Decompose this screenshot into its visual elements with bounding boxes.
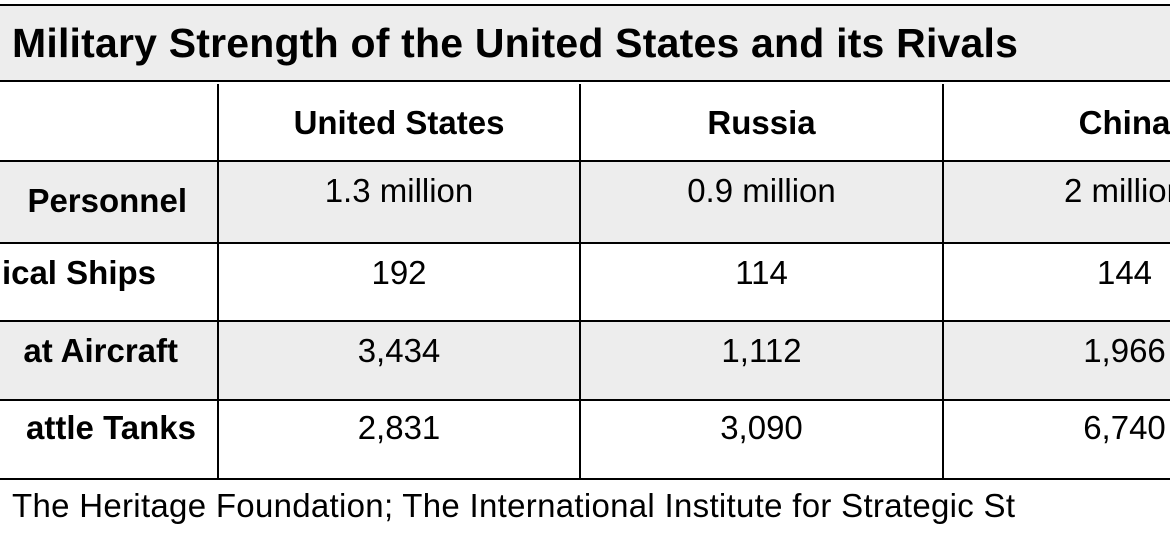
cell-tanks-china: 6,740 <box>1083 409 1166 446</box>
table-title: Military Strength of the United States a… <box>12 20 1019 66</box>
table-bottom-border <box>0 478 1170 480</box>
row-label-ships: ical Ships <box>1 254 156 291</box>
cell-aircraft-china: 1,966 <box>1083 332 1166 369</box>
cell-tanks-russia: 3,090 <box>720 409 803 446</box>
cell-personnel-united-states: 1.3 million <box>324 172 474 209</box>
row-divider <box>0 399 1170 401</box>
column-header-united-states: United States <box>293 104 505 141</box>
row-shade-personnel <box>0 162 1170 242</box>
cell-aircraft-russia: 1,112 <box>721 332 802 369</box>
row-label-tanks: attle Tanks <box>26 409 196 446</box>
cell-tanks-united-states: 2,831 <box>357 409 441 446</box>
row-divider <box>0 320 1170 322</box>
cell-ships-china: 144 <box>1096 254 1153 291</box>
cell-ships-russia: 114 <box>735 254 788 291</box>
row-divider <box>0 242 1170 244</box>
cell-ships-united-states: 192 <box>371 254 427 291</box>
source-note: The Heritage Foundation; The Internation… <box>12 487 1016 524</box>
column-divider <box>579 84 581 480</box>
row-shade-aircraft <box>0 322 1170 400</box>
cell-aircraft-united-states: 3,434 <box>357 332 441 369</box>
column-divider <box>942 84 944 480</box>
column-header-russia: Russia <box>707 104 816 141</box>
row-label-personnel: Personnel <box>27 182 187 219</box>
row-divider <box>0 160 1170 162</box>
column-header-china: China <box>1078 104 1170 141</box>
cell-personnel-russia: 0.9 million <box>687 172 836 209</box>
column-divider <box>217 84 219 480</box>
table-title-bar: Military Strength of the United States a… <box>0 4 1170 82</box>
row-label-aircraft: at Aircraft <box>23 332 178 369</box>
cell-personnel-china: 2 million <box>1063 172 1170 209</box>
